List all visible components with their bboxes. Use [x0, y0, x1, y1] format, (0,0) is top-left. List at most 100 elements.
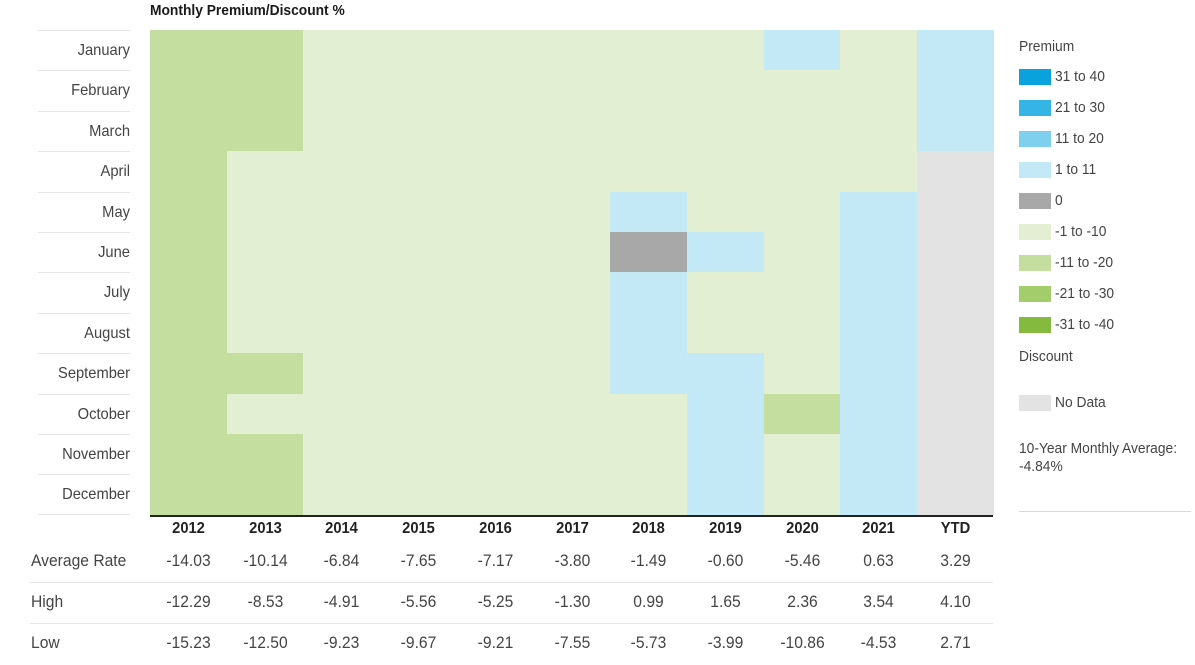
month-label: August: [38, 312, 130, 353]
heatmap-cell: [840, 353, 918, 395]
stat-value: -4.91: [324, 592, 360, 611]
heatmap-cell: [456, 434, 535, 475]
legend-swatch: [1019, 286, 1051, 302]
average-note: 10-Year Monthly Average: -4.84%: [1019, 440, 1185, 476]
legend-swatch: [1019, 131, 1051, 147]
heatmap-cell: [150, 232, 228, 273]
heatmap-cell: [763, 191, 841, 233]
heatmap-cell: [533, 151, 611, 193]
column-header: 2015: [402, 520, 435, 537]
stat-value: 0.63: [863, 551, 895, 570]
heatmap-cell: [840, 30, 918, 71]
heatmap-cell: [456, 191, 535, 233]
stat-value: 2.36: [786, 592, 818, 611]
heatmap-cell: [150, 474, 228, 516]
stat-value: 3.54: [863, 592, 895, 611]
heatmap-cell: [533, 474, 611, 516]
legend-label: -1 to -10: [1055, 223, 1107, 240]
heatmap-cell: [226, 272, 304, 314]
stat-label: High: [31, 592, 64, 611]
legend-swatch: [1019, 69, 1051, 85]
heatmap-cell: [303, 30, 381, 71]
heatmap-cell: [610, 232, 688, 273]
stat-value: 3.29: [940, 551, 971, 570]
heatmap-cell: [917, 434, 995, 475]
legend-label: -31 to -40: [1055, 316, 1115, 333]
stat-label: Average Rate: [31, 551, 127, 570]
heatmap-cell: [840, 191, 918, 233]
heatmap-cell: [533, 312, 611, 354]
stat-value: -0.60: [707, 551, 744, 570]
month-label: April: [38, 151, 130, 191]
heatmap-cell: [226, 393, 304, 435]
heatmap-cell: [303, 393, 381, 435]
heatmap-cell: [226, 70, 304, 112]
heatmap-cell: [226, 30, 304, 71]
heatmap-cell: [840, 232, 918, 273]
heatmap-cell: [533, 353, 611, 395]
legend-label: 21 to 30: [1055, 99, 1105, 116]
chart-title: Monthly Premium/Discount %: [150, 2, 345, 19]
stat-value: -5.56: [400, 592, 437, 611]
heatmap-cell: [303, 353, 381, 395]
heatmap-cell: [840, 272, 918, 314]
heatmap-cell: [610, 353, 688, 395]
average-value: -4.84%: [1019, 458, 1063, 475]
legend-label: -21 to -30: [1055, 285, 1115, 302]
heatmap-cell: [686, 434, 765, 475]
column-header: 2014: [325, 520, 359, 537]
column-header: YTD: [940, 520, 971, 537]
heatmap-cell: [303, 70, 381, 112]
heatmap-cell: [226, 474, 304, 516]
stat-value: -4.53: [860, 633, 897, 652]
stat-value: -8.53: [247, 592, 284, 611]
stat-value: 4.10: [940, 592, 971, 611]
month-label: November: [38, 434, 130, 474]
heatmap-cell: [917, 191, 995, 233]
stat-value: -10.14: [243, 551, 288, 570]
heatmap-cell: [150, 30, 228, 71]
heatmap-cell: [610, 272, 688, 314]
stat-value: -1.49: [630, 551, 667, 570]
column-header: 2019: [709, 520, 742, 537]
stat-value: -5.73: [630, 633, 667, 652]
heatmap-cell: [917, 70, 995, 112]
legend-label: 11 to 20: [1055, 130, 1104, 147]
heatmap-cell: [763, 272, 841, 314]
stat-value: -7.17: [477, 551, 514, 570]
heatmap-cell: [610, 191, 688, 233]
heatmap-cell: [456, 393, 535, 435]
stat-value: 0.99: [633, 592, 664, 611]
heatmap-cell: [917, 312, 995, 354]
heatmap-cell: [917, 474, 995, 516]
heatmap-cell: [763, 353, 841, 395]
heatmap-cell: [917, 232, 995, 273]
heatmap-cell: [456, 70, 535, 112]
legend-swatch: [1019, 224, 1051, 240]
heatmap-cell: [763, 151, 841, 193]
heatmap-cell: [380, 30, 458, 71]
heatmap-cell: [763, 434, 841, 475]
column-header: 2013: [248, 520, 282, 537]
heatmap-cell: [533, 70, 611, 112]
heatmap-cell: [380, 312, 458, 354]
heatmap-cell: [303, 474, 381, 516]
stat-divider: [30, 582, 993, 583]
heatmap-cell: [917, 110, 995, 152]
stat-value: -9.67: [400, 633, 437, 652]
heatmap-cell: [610, 151, 688, 193]
heatmap-cell: [380, 434, 458, 475]
stat-value: -10.86: [779, 633, 825, 652]
heatmap-cell: [533, 232, 611, 273]
heatmap-cell: [380, 70, 458, 112]
legend-divider: [1019, 511, 1191, 512]
column-header: 2020: [785, 520, 819, 537]
heatmap-cell: [150, 353, 228, 395]
stat-value: 2.71: [940, 633, 971, 652]
heatmap-cell: [150, 312, 228, 354]
heatmap-cell: [686, 151, 765, 193]
legend-label: 31 to 40: [1055, 68, 1105, 85]
heatmap-cell: [150, 434, 228, 475]
stat-value: -12.50: [243, 633, 288, 652]
heatmap-cell: [686, 353, 765, 395]
